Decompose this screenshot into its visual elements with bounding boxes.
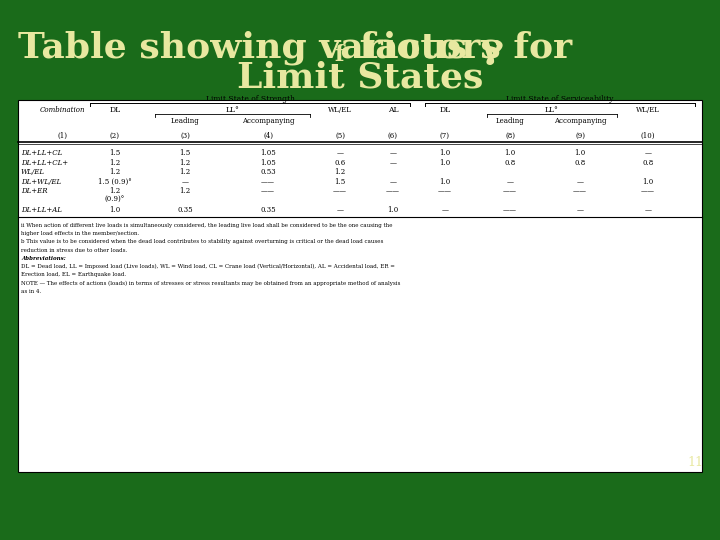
Text: 1.2: 1.2 (179, 168, 191, 176)
Text: ii When action of different live loads is simultaneously considered, the leading: ii When action of different live loads i… (21, 223, 392, 228)
Text: 1.2: 1.2 (179, 159, 191, 167)
Text: (0.9)°: (0.9)° (105, 195, 125, 203)
Text: —: — (390, 178, 397, 186)
Text: (4): (4) (263, 132, 273, 140)
Text: WL/EL: WL/EL (636, 106, 660, 114)
Text: as in 4.: as in 4. (21, 288, 41, 294)
Text: —: — (390, 159, 397, 167)
Text: AL: AL (388, 106, 398, 114)
Text: ——: —— (261, 187, 275, 195)
Text: Leading: Leading (495, 117, 524, 125)
Text: DL+WL/EL: DL+WL/EL (21, 178, 61, 186)
Text: —: — (441, 206, 449, 214)
Text: (2): (2) (110, 132, 120, 140)
Text: 1.2: 1.2 (109, 187, 121, 195)
Text: DL+LL+CL: DL+LL+CL (21, 149, 62, 157)
Text: Limit State of Serviceability: Limit State of Serviceability (506, 95, 613, 103)
Text: 1.5 (0.9)°: 1.5 (0.9)° (98, 178, 132, 186)
Text: ——: —— (333, 187, 347, 195)
Text: 1.0: 1.0 (505, 149, 516, 157)
Text: f: f (334, 44, 343, 66)
Text: 1.0: 1.0 (575, 149, 585, 157)
Text: —: — (644, 206, 652, 214)
Text: ——: —— (573, 187, 587, 195)
Text: —: — (336, 149, 343, 157)
Text: (9): (9) (575, 132, 585, 140)
Text: LL°: LL° (545, 106, 559, 114)
Text: Erection load, EL = Earthquake load.: Erection load, EL = Earthquake load. (21, 272, 126, 277)
Text: DL+LL+CL+: DL+LL+CL+ (21, 159, 68, 167)
Text: NOTE — The effects of actions (loads) in terms of stresses or stress resultants : NOTE — The effects of actions (loads) in… (21, 280, 400, 286)
Text: 0.35: 0.35 (260, 206, 276, 214)
Text: b This value is to be considered when the dead load contributes to stability aga: b This value is to be considered when th… (21, 239, 383, 245)
Text: (10): (10) (641, 132, 655, 140)
Text: 0.8: 0.8 (642, 159, 654, 167)
Text: factors for: factors for (347, 31, 572, 65)
Text: DL+LL+AL: DL+LL+AL (21, 206, 62, 214)
Text: —: — (577, 206, 583, 214)
Text: 1.2: 1.2 (109, 168, 121, 176)
Text: (7): (7) (440, 132, 450, 140)
Text: ——: —— (261, 178, 275, 186)
Text: ——: —— (438, 187, 452, 195)
Text: 1.2: 1.2 (109, 159, 121, 167)
Text: (8): (8) (505, 132, 515, 140)
Text: DL = Dead load, LL = Imposed load (Live loads), WL = Wind load, CL = Crane load : DL = Dead load, LL = Imposed load (Live … (21, 264, 395, 269)
Text: (5): (5) (335, 132, 345, 140)
Text: 0.6: 0.6 (334, 159, 346, 167)
Text: 11: 11 (687, 456, 703, 469)
Text: 1.0: 1.0 (439, 149, 451, 157)
Text: DL: DL (439, 106, 451, 114)
Text: DL: DL (109, 106, 120, 114)
Text: 0.8: 0.8 (575, 159, 585, 167)
Text: ——: —— (641, 187, 655, 195)
Text: —: — (577, 178, 583, 186)
Text: DL+ER: DL+ER (21, 187, 48, 195)
Text: —: — (644, 149, 652, 157)
Bar (18, 100, 702, 472)
Text: 1.0: 1.0 (387, 206, 399, 214)
Text: 1.0: 1.0 (642, 178, 654, 186)
Text: (3): (3) (180, 132, 190, 140)
Text: Table showing various γ: Table showing various γ (18, 31, 504, 65)
Text: ——: —— (503, 206, 517, 214)
Text: 1.0: 1.0 (109, 206, 121, 214)
Text: —: — (390, 149, 397, 157)
Text: Abbreviations:: Abbreviations: (21, 256, 66, 261)
Text: 1.05: 1.05 (260, 149, 276, 157)
Text: 0.53: 0.53 (260, 168, 276, 176)
Text: Limit State of Strength: Limit State of Strength (205, 95, 294, 103)
Text: (1): (1) (57, 132, 67, 140)
Text: LL°: LL° (225, 106, 240, 114)
Text: —: — (506, 178, 513, 186)
Text: 1.0: 1.0 (439, 159, 451, 167)
Text: 1.5: 1.5 (334, 178, 346, 186)
Text: 1.05: 1.05 (260, 159, 276, 167)
Text: reduction in stress due to other loads.: reduction in stress due to other loads. (21, 248, 127, 253)
Text: —: — (181, 178, 189, 186)
Text: WL/EL: WL/EL (21, 168, 45, 176)
Text: Accompanying: Accompanying (554, 117, 606, 125)
Text: WL/EL: WL/EL (328, 106, 352, 114)
Text: 1.5: 1.5 (109, 149, 121, 157)
Text: Combination: Combination (40, 106, 85, 114)
Text: —: — (336, 206, 343, 214)
Text: Accompanying: Accompanying (242, 117, 294, 125)
Text: Leading: Leading (171, 117, 199, 125)
Text: 1.2: 1.2 (334, 168, 346, 176)
Text: higher load effects in the member/section.: higher load effects in the member/sectio… (21, 231, 139, 236)
Text: (6): (6) (388, 132, 398, 140)
Text: ——: —— (386, 187, 400, 195)
Text: 0.8: 0.8 (505, 159, 516, 167)
Text: 1.0: 1.0 (439, 178, 451, 186)
Text: Limit States: Limit States (237, 61, 483, 95)
Text: 1.2: 1.2 (179, 187, 191, 195)
Text: 1.5: 1.5 (179, 149, 191, 157)
Text: ——: —— (503, 187, 517, 195)
Text: 0.35: 0.35 (177, 206, 193, 214)
